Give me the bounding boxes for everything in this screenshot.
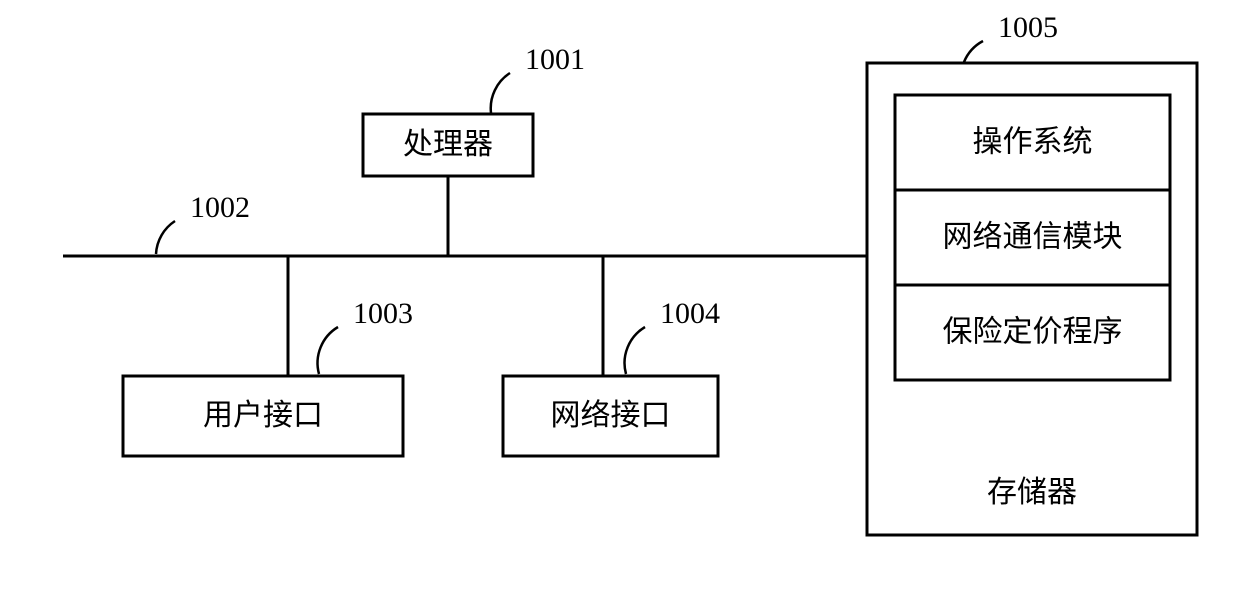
callout-number: 1004 [660, 297, 720, 330]
callout-leader [491, 73, 510, 113]
callout-number: 1001 [525, 43, 585, 76]
user-interface-label: 用户接口 [203, 399, 323, 432]
callout-number: 1005 [998, 11, 1058, 44]
callout-leader [625, 327, 645, 374]
callout-number: 1002 [190, 191, 250, 224]
memory-row-label: 操作系统 [973, 125, 1093, 158]
processor-label: 处理器 [403, 128, 493, 161]
callout-leader [156, 221, 175, 254]
callout-leader [318, 327, 338, 374]
block-diagram: 处理器 用户接口 网络接口 存储器 操作系统网络通信模块保险定价程序 1001 1… [0, 0, 1239, 590]
callout-number: 1003 [353, 297, 413, 330]
memory-rows: 操作系统网络通信模块保险定价程序 [895, 95, 1170, 380]
memory-row-label: 网络通信模块 [943, 220, 1123, 253]
network-interface-label: 网络接口 [551, 399, 671, 432]
memory-row-label: 保险定价程序 [943, 315, 1123, 348]
callout-leader [964, 41, 983, 62]
memory-label: 存储器 [987, 476, 1077, 509]
